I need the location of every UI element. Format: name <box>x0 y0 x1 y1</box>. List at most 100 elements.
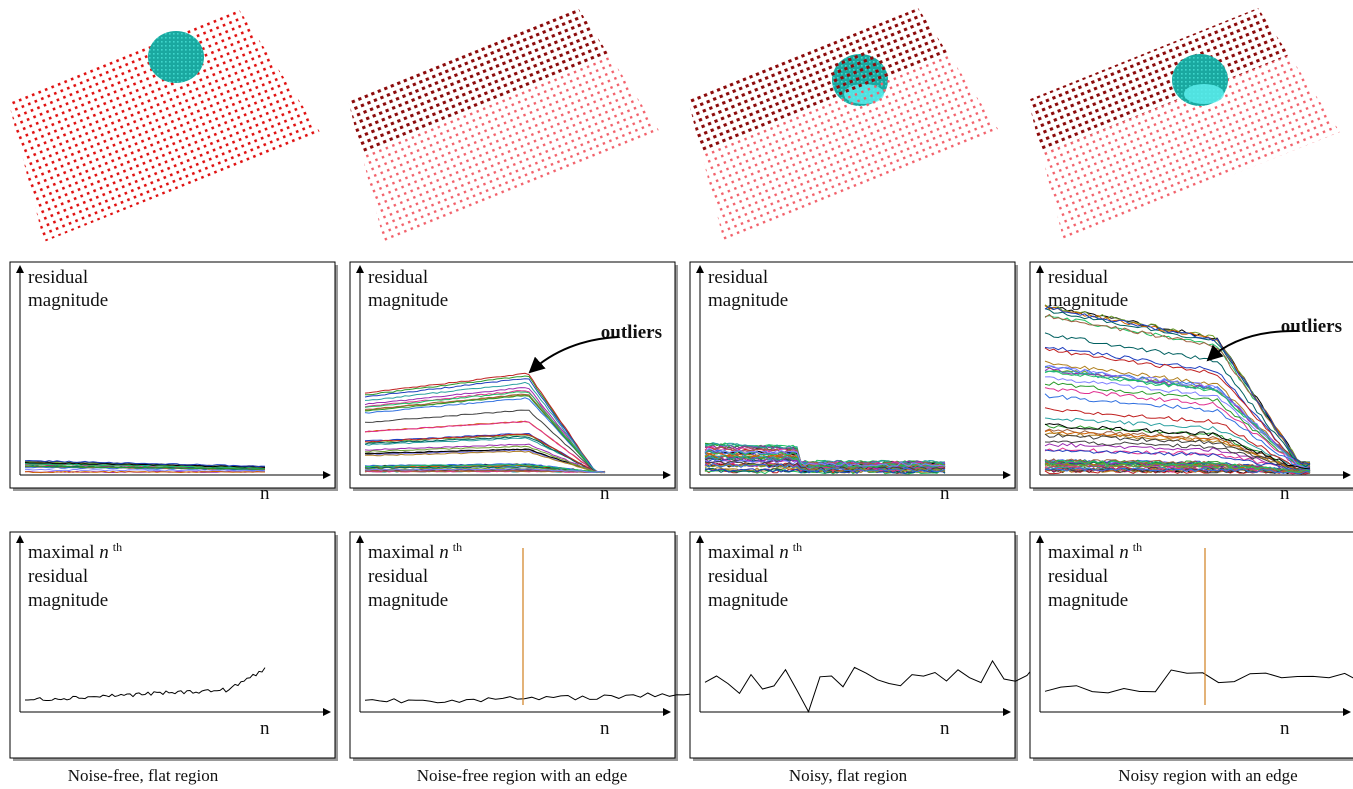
residual-curve <box>24 468 266 472</box>
y-label: magnitude <box>1048 590 1128 611</box>
residual-curve <box>364 372 606 474</box>
point-cloud-dark <box>688 8 950 154</box>
y-label: residual <box>708 267 768 288</box>
y-label: residual <box>368 267 428 288</box>
point-cloud <box>688 8 1000 242</box>
y-label: residual <box>708 566 768 587</box>
plot-box <box>689 531 1016 759</box>
residual-curve <box>364 443 606 473</box>
annotation-arrow <box>528 336 619 374</box>
residual-curve <box>364 420 606 473</box>
plot-box <box>9 531 336 759</box>
residual-curve <box>1044 469 1311 475</box>
residual-curve <box>1044 468 1311 474</box>
residual-curve <box>24 470 265 474</box>
residual-curve <box>364 381 606 474</box>
caption: Noise-free, flat region <box>68 766 219 785</box>
residual-curve <box>1044 332 1311 468</box>
x-label: n <box>1280 483 1290 504</box>
residual-curve <box>1044 346 1311 467</box>
y-label-part: maximal <box>1048 542 1114 563</box>
residual-curve <box>1044 376 1311 469</box>
residual-curve <box>1044 313 1311 465</box>
residual-curve <box>364 448 605 472</box>
residual-curve <box>1044 347 1311 469</box>
residual-curve <box>704 449 946 468</box>
y-label: magnitude <box>708 590 788 611</box>
residual-curve <box>1044 305 1311 466</box>
y-label-part: th <box>793 540 802 554</box>
y-label-part: th <box>113 540 122 554</box>
y-label: residual <box>28 566 88 587</box>
residual-curve <box>1044 423 1311 470</box>
x-label: n <box>600 483 610 504</box>
caption: Noisy region with an edge <box>1118 766 1297 785</box>
residual-curve <box>24 462 266 468</box>
residual-curve <box>1044 360 1311 469</box>
residual-curve <box>1044 449 1311 473</box>
residual-curve <box>704 447 946 467</box>
y-label-part: maximal <box>708 542 774 563</box>
residual-curve <box>364 395 605 473</box>
residual-curve <box>364 470 606 473</box>
y-label: magnitude <box>708 290 788 311</box>
x-label: n <box>600 718 610 739</box>
y-label: magnitude <box>1048 290 1128 311</box>
residual-curve <box>364 450 606 474</box>
max-curve <box>25 667 266 701</box>
residual-curve <box>704 462 946 473</box>
residual-curve <box>1044 407 1311 472</box>
residual-curve <box>24 465 266 470</box>
y-label: magnitude <box>368 590 448 611</box>
y-label: magnitude <box>368 290 448 311</box>
max-curve <box>1044 669 1353 694</box>
residual-curve <box>1044 381 1311 470</box>
caption: Noisy, flat region <box>789 766 908 785</box>
residual-curve <box>1044 462 1311 475</box>
point-cloud-dark <box>1028 8 1290 154</box>
residual-curve <box>704 460 946 472</box>
y-label-part: n <box>99 542 109 563</box>
residual-curve <box>364 468 606 473</box>
y-label: maximal n th <box>28 540 122 563</box>
residual-curve <box>1044 305 1311 466</box>
y-label: residual <box>368 566 428 587</box>
y-label: magnitude <box>28 290 108 311</box>
plot-box <box>349 531 676 759</box>
residual-curve <box>364 387 606 473</box>
residual-curve <box>364 378 606 473</box>
y-label-part: th <box>453 540 462 554</box>
point-cloud <box>1028 8 1340 242</box>
residual-curve <box>1044 459 1311 473</box>
residual-curve <box>1044 387 1311 469</box>
residual-curve <box>1044 429 1311 473</box>
residual-curve <box>1044 417 1311 471</box>
y-label-part: n <box>779 542 789 563</box>
x-label: n <box>940 483 950 504</box>
residual-curve <box>364 445 606 473</box>
point-cloud <box>8 8 320 242</box>
residual-curve <box>364 435 606 473</box>
y-label: residual <box>1048 566 1108 587</box>
residual-curve <box>704 455 946 470</box>
residual-curve <box>1044 467 1311 475</box>
y-label: residual <box>28 267 88 288</box>
annotation: outliers <box>601 322 662 343</box>
y-label: maximal n th <box>368 540 462 563</box>
point-cloud <box>348 8 660 242</box>
y-label-part: th <box>1133 540 1142 554</box>
residual-curve <box>24 463 265 469</box>
plot-box <box>1029 531 1353 759</box>
y-label: maximal n th <box>1048 540 1142 563</box>
residual-curve <box>364 464 606 473</box>
sphere-light <box>1184 84 1224 104</box>
residual-curve <box>1044 442 1311 473</box>
x-label: n <box>260 483 270 504</box>
plot-box <box>9 261 336 489</box>
annotation-arrow <box>1206 329 1299 362</box>
y-label-part: maximal <box>28 542 94 563</box>
residual-curve <box>1044 433 1311 473</box>
y-label-part: n <box>1119 542 1129 563</box>
caption: Noise-free region with an edge <box>417 766 628 785</box>
